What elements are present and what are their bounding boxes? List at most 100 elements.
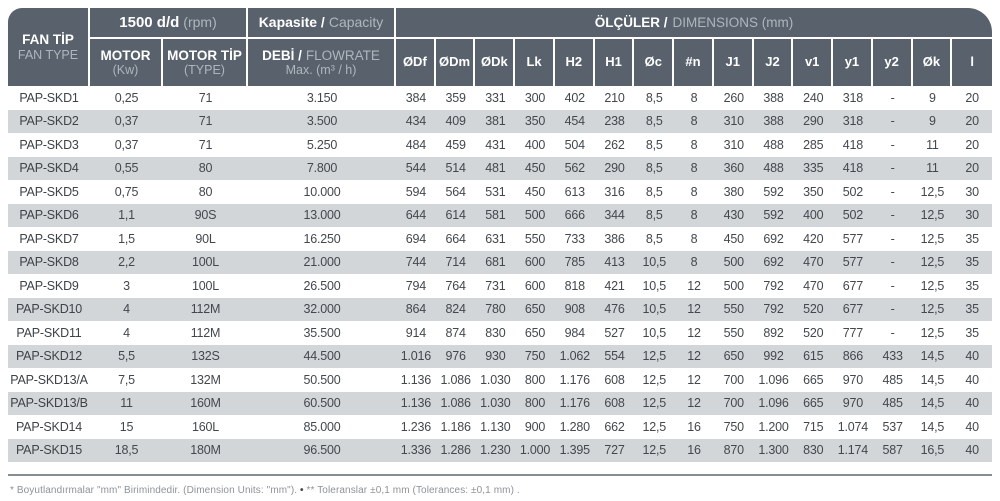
motor-kw-cell: 18,5: [114, 443, 139, 458]
dim-cell-H2: 504: [564, 137, 585, 152]
table-body: PAP-SKD1 0,25 71 3.150 384 359 331 300 402 210 8,5…: [8, 86, 992, 462]
dim-cell-ØDf: 644: [405, 208, 426, 223]
dim-cell-H2: 1.280: [559, 419, 590, 434]
dim-cell-Lk: 450: [524, 161, 546, 176]
dim-cell-l: 40: [965, 372, 979, 387]
motor-kw-cell: 4: [123, 325, 130, 340]
dim-cell-J1: 700: [723, 372, 744, 387]
motor-kw-cell: 0,25: [114, 90, 139, 105]
dim-cell-ØDk: 681: [485, 255, 506, 270]
dim-cell-ØDf: 864: [405, 302, 426, 317]
dim-cell-y1: 502: [842, 208, 864, 223]
dim-col-header-11: v1: [793, 39, 834, 86]
dim-cell-v1: 240: [803, 90, 824, 105]
fan-name-cell: PAP-SKD7: [19, 231, 79, 246]
motor-kw-cell: 2,2: [118, 255, 135, 270]
dim-cell-y1: 970: [842, 396, 864, 411]
dim-cell-H2: 666: [564, 208, 585, 223]
dim-cell-J1: 380: [723, 184, 744, 199]
dim-col-header-12: y1: [833, 39, 873, 86]
flowrate-cell: 10.000: [303, 184, 341, 199]
dim-cell-y1: 318: [842, 90, 864, 105]
motor-type-cell: 100L: [191, 278, 219, 293]
dim-cell-H2: 908: [564, 302, 585, 317]
motor-type-cell: 180M: [190, 443, 221, 458]
dim-cell-J2: 692: [763, 255, 784, 270]
dim-cell-H1: 662: [604, 419, 625, 434]
dim-cell-ØDk: 830: [485, 325, 506, 340]
motor-unit-label: (Kw): [112, 63, 139, 78]
flowrate-cell: 3.150: [306, 90, 338, 105]
dim-cell-Øc: 12,5: [642, 349, 667, 364]
dim-cell-ØDk: 431: [485, 137, 506, 152]
group-header-dimensions: ÖLÇÜLER / DIMENSIONS (mm): [396, 8, 992, 39]
fan-name-cell: PAP-SKD13/A: [10, 372, 88, 387]
dim-col-header-10: J2: [753, 39, 794, 86]
dim-cell-J2: 892: [763, 325, 784, 340]
motor-type-label: MOTOR TİP: [167, 47, 242, 63]
dim-cell-H2: 733: [564, 231, 585, 246]
dim-col-header-5: H2: [554, 39, 595, 86]
dim-cell-J1: 500: [723, 278, 744, 293]
dim-cell-v1: 830: [803, 443, 824, 458]
motor-kw-cell: 0,55: [114, 161, 139, 176]
dim-cell-H1: 608: [604, 396, 625, 411]
table-row: PAP-SKD3 0,37 71 5.250 484 459 431 400 504 262 8,5…: [8, 133, 992, 157]
dim-cell-y1: 866: [842, 349, 864, 364]
table-row: PAP-SKD14 15 160L 85.000 1.236 1.186 1.130 900 1…: [8, 415, 992, 439]
dim-cell-J2: 792: [763, 278, 784, 293]
table-row: PAP-SKD12 5,5 132S 44.500 1.016 976 930 750 1.06…: [8, 344, 992, 368]
dim-cell-v1: 350: [803, 184, 824, 199]
dim-cell-Øc: 12,5: [642, 443, 667, 458]
dim-cell-Øc: 8,5: [645, 184, 663, 199]
dim-cell-H1: 210: [604, 90, 625, 105]
rpm-label-bold: 1500 d/d: [119, 13, 180, 31]
fan-name-cell: PAP-SKD3: [19, 137, 79, 152]
dim-cell-Øc: 8,5: [645, 231, 663, 246]
dim-cell-ØDf: 384: [405, 90, 426, 105]
dim-cell-H1: 290: [604, 161, 625, 176]
dim-cell-l: 20: [965, 90, 979, 105]
dim-cell-J2: 488: [763, 137, 784, 152]
dim-cell-ØDk: 930: [485, 349, 506, 364]
dim-cell-ØDm: 764: [445, 278, 466, 293]
motor-type-cell: 160L: [191, 419, 219, 434]
dim-cell-l: 35: [965, 302, 979, 317]
table-row: PAP-SKD6 1,1 90S 13.000 644 614 581 500 666 344 8,…: [8, 203, 992, 227]
dim-cell-H2: 1.176: [559, 372, 590, 387]
dim-cell-y2: -: [890, 231, 895, 246]
dim-cell-ØDm: 874: [445, 325, 466, 340]
dim-cell-H1: 262: [604, 137, 625, 152]
dim-cell-Øk: 12,5: [920, 255, 945, 270]
dim-cell-Øk: 12,5: [920, 302, 945, 317]
dim-cell-J2: 1.096: [758, 372, 789, 387]
motor-type-cell: 100L: [191, 255, 219, 270]
motor-type-cell: 112M: [190, 325, 221, 340]
dim-cell-ØDk: 581: [485, 208, 506, 223]
dim-cell-#n: 8: [690, 184, 698, 199]
dim-cell-ØDm: 1.286: [440, 443, 471, 458]
dim-cell-H1: 527: [604, 325, 625, 340]
dim-cell-Øk: 12,5: [920, 231, 945, 246]
motor-type-cell: 71: [198, 114, 213, 129]
capacity-label-tr: Kapasite /: [258, 14, 325, 31]
dim-cell-v1: 615: [803, 349, 824, 364]
flowrate-label-tr: DEBİ /: [262, 47, 302, 63]
motor-type-cell: 132M: [190, 372, 221, 387]
flowrate-cell: 26.500: [303, 278, 341, 293]
dim-cell-y1: 1.174: [837, 443, 869, 458]
fan-name-cell: PAP-SKD2: [19, 114, 79, 129]
dim-cell-ØDf: 1.136: [400, 396, 431, 411]
dim-cell-ØDm: 1.186: [440, 419, 471, 434]
dim-cell-v1: 665: [803, 396, 824, 411]
dim-cell-ØDm: 614: [445, 208, 466, 223]
dim-cell-#n: 16: [687, 419, 701, 434]
dim-cell-l: 20: [965, 114, 979, 129]
dim-cell-#n: 8: [690, 208, 698, 223]
dim-cell-ØDm: 564: [445, 184, 466, 199]
dim-cell-Lk: 400: [524, 137, 546, 152]
motor-kw-cell: 7,5: [118, 372, 135, 387]
flowrate-cell: 35.500: [303, 325, 341, 340]
rpm-label-light: (rpm): [183, 14, 217, 31]
